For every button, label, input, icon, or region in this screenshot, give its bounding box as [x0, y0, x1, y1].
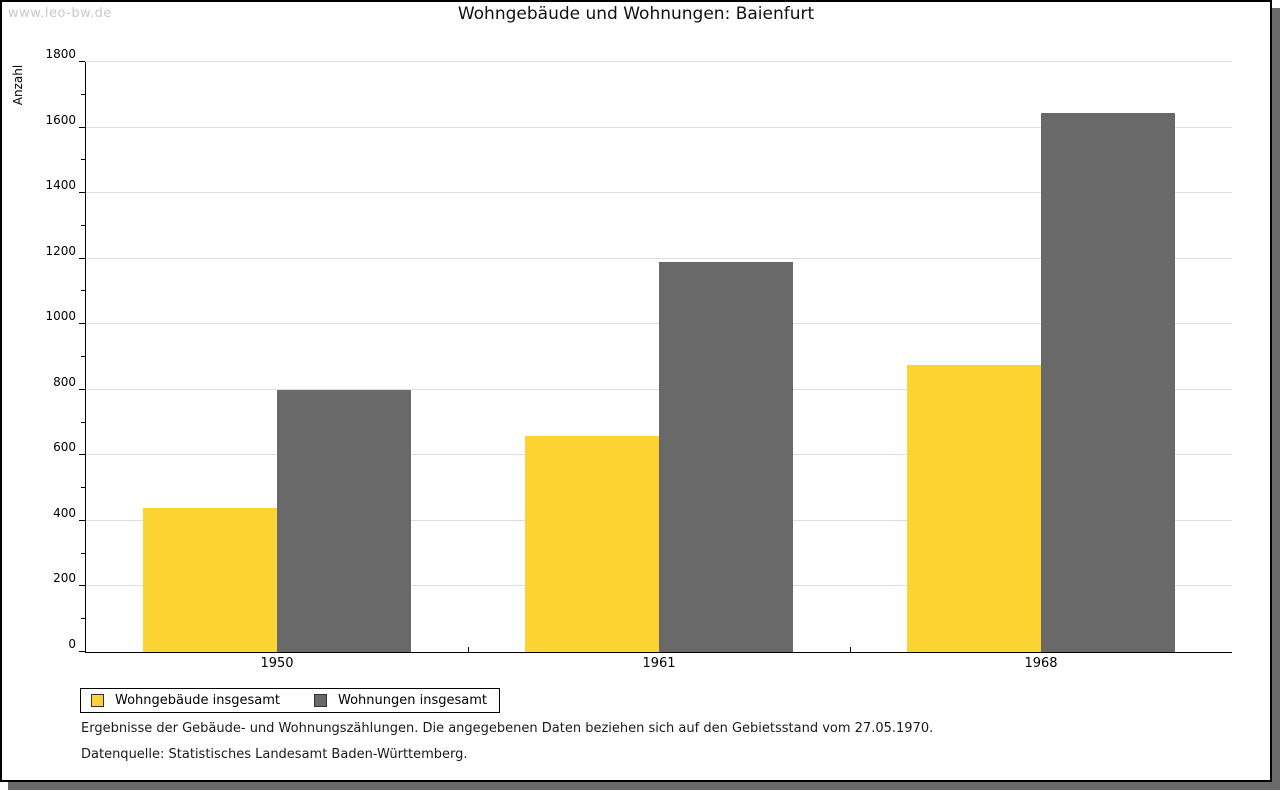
bar-1961-series-1: [525, 436, 659, 652]
y-axis-minor-tick: [81, 159, 85, 161]
y-axis-tick: [79, 192, 85, 194]
y-axis-tick: [79, 257, 85, 259]
gridline: [86, 192, 1232, 194]
bar-1968-series-2: [1041, 113, 1175, 652]
legend-label: Wohnungen insgesamt: [338, 693, 487, 708]
chart-title: Wohngebäude und Wohnungen: Baienfurt: [457, 4, 815, 24]
y-tick-label: 1600: [45, 112, 76, 127]
bar-1968-series-1: [907, 364, 1041, 652]
y-tick-label: 1000: [45, 309, 76, 324]
gridline: [86, 61, 1232, 62]
y-axis-tick: [79, 388, 85, 390]
y-tick-label: 600: [53, 440, 76, 455]
y-tick-label: 200: [53, 571, 76, 586]
y-axis-tick: [79, 651, 85, 652]
bar-1950-series-2: [277, 390, 411, 652]
y-tick-label: 0: [68, 637, 76, 651]
legend-label: Wohngebäude insgesamt: [115, 693, 280, 708]
watermark: www.leo-bw.de: [8, 6, 112, 21]
footer-note: Ergebnisse der Gebäude- und Wohnungszähl…: [81, 721, 934, 736]
x-tick-label: 1950: [260, 656, 294, 671]
y-tick-label: 1200: [45, 243, 76, 258]
gridline: [86, 257, 1232, 259]
y-tick-label: 800: [53, 374, 76, 389]
y-axis-tick: [79, 454, 85, 456]
y-axis-minor-tick: [81, 618, 85, 620]
plot-area: 0 200 400 600 800 1000 1200 1400 1600 1800 1950 196…: [45, 47, 1232, 671]
y-tick-label: 1400: [45, 178, 76, 193]
bar-1950-series-1: [143, 507, 277, 652]
x-tick-label: 1968: [1024, 656, 1058, 671]
legend-item-2: Wohnungen insgesamt: [314, 693, 487, 708]
y-axis-tick: [79, 126, 85, 128]
y-tick-label: 400: [53, 505, 76, 520]
y-axis-minor-tick: [81, 224, 85, 226]
y-axis-minor-tick: [81, 487, 85, 489]
y-axis-minor-tick: [81, 421, 85, 423]
gridline: [86, 126, 1232, 128]
y-axis-tick: [79, 61, 85, 62]
legend-swatch-icon: [91, 694, 104, 707]
legend: Wohngebäude insgesamt Wohnungen insgesamt: [80, 688, 500, 713]
y-axis-title: Anzahl: [11, 64, 25, 106]
bar-1961-series-2: [659, 261, 793, 652]
x-axis-tick: [850, 647, 851, 652]
legend-item-1: Wohngebäude insgesamt: [91, 693, 280, 708]
y-tick-label: 1800: [45, 47, 76, 61]
y-axis-minor-tick: [81, 552, 85, 554]
x-tick-label: 1961: [642, 656, 676, 671]
y-axis-minor-tick: [81, 290, 85, 292]
footer-source: Datenquelle: Statistisches Landesamt Bad…: [81, 747, 468, 762]
legend-swatch-icon: [314, 694, 327, 707]
y-axis-minor-tick: [81, 93, 85, 95]
y-axis-tick: [79, 519, 85, 521]
x-axis-tick: [468, 647, 469, 652]
y-axis-tick: [79, 585, 85, 587]
y-axis-tick: [79, 323, 85, 325]
y-axis-minor-tick: [81, 356, 85, 357]
